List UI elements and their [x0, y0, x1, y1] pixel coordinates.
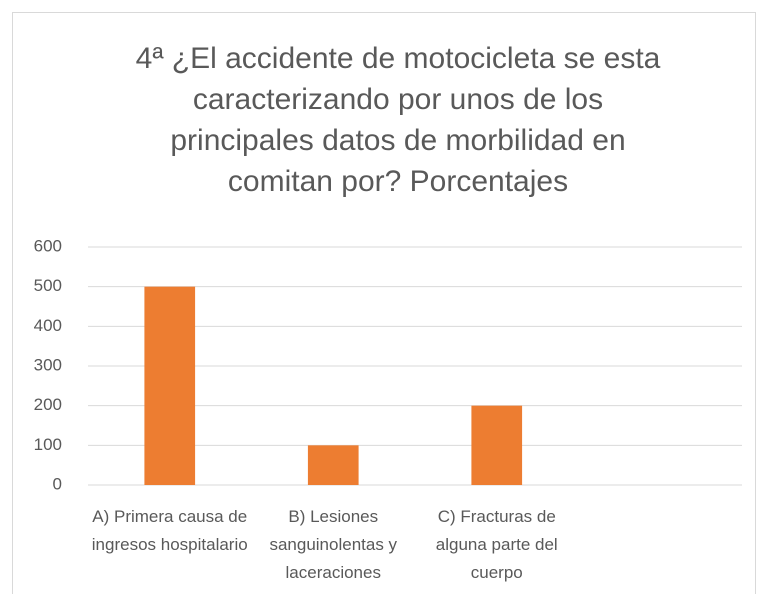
y-tick-label: 500	[34, 276, 62, 295]
bar	[471, 405, 523, 485]
y-tick-label: 100	[34, 435, 62, 454]
x-tick-label: C) Fracturas de alguna parte del cuerpo	[435, 507, 558, 582]
x-tick-label: A) Primera causa de ingresos hospitalari…	[91, 507, 248, 554]
y-tick-label: 400	[34, 316, 62, 335]
y-tick-label: 600	[34, 236, 62, 255]
x-tick-label: B) Lesiones sanguinolentas y laceracione…	[269, 507, 398, 582]
y-tick-label: 0	[53, 474, 62, 493]
y-tick-label: 300	[34, 355, 62, 374]
bar	[144, 286, 196, 485]
y-tick-label: 200	[34, 395, 62, 414]
bar	[307, 445, 359, 485]
chart-title: 4ª ¿El accidente de motocicleta se esta …	[135, 42, 661, 198]
chart-border	[12, 12, 756, 594]
